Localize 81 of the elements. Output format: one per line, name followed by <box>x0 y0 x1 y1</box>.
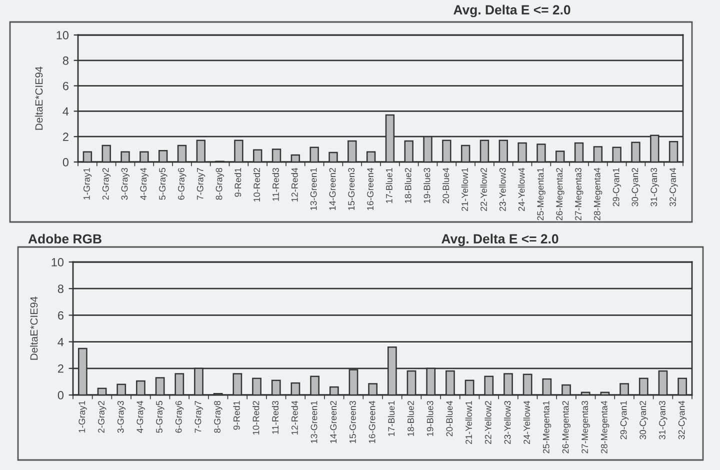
x-tick-label: 25-Megenta1 <box>537 168 546 220</box>
y-tick-label: 4 <box>62 107 69 116</box>
x-tick-label: 23-Yellow3 <box>499 168 506 211</box>
x-tick-label: 24-Yellow4 <box>518 168 525 211</box>
x-tick-label: 23-Yellow3 <box>504 400 511 444</box>
x-tick-label: 2-Gray2 <box>98 401 106 433</box>
x-tick-label: 19-Blue3 <box>424 168 430 203</box>
y-tick-label: 8 <box>58 284 64 293</box>
x-tick-label: 24-Yellow4 <box>523 400 530 444</box>
y-axis-title: DeltaE*CIE94 <box>35 66 43 130</box>
x-tick-label: 10-Red2 <box>252 401 260 434</box>
y-tick-label: 2 <box>63 132 68 141</box>
y-tick-label: 8 <box>62 56 68 65</box>
x-tick-label: 3-Gray3 <box>117 400 126 433</box>
x-tick-label: 5-Gray5 <box>156 400 164 433</box>
x-tick-label: 27-Megenta3 <box>575 168 584 220</box>
x-tick-label: 7-Gray7 <box>194 401 203 433</box>
x-tick-label: 11-Red3 <box>272 400 279 434</box>
x-tick-label: 2-Gray2 <box>102 168 111 200</box>
x-tick-label: 30-Cyan2 <box>640 401 648 440</box>
x-tick-label: 21-Yellow1 <box>461 168 468 211</box>
x-tick-label: 31-Cyan3 <box>650 168 659 206</box>
x-tick-label: 31-Cyan3 <box>659 400 668 440</box>
y-tick-label: 0 <box>58 391 64 400</box>
x-tick-label: 1-Gray1 <box>83 168 92 200</box>
y-tick-label: 10 <box>52 258 64 266</box>
x-tick-label: 6-Gray6 <box>175 400 184 433</box>
x-tick-label: 28-Megenta4 <box>594 168 602 220</box>
x-tick-label: 7-Gray7 <box>196 168 206 200</box>
x-tick-label: 15-Green3 <box>350 400 356 444</box>
x-tick-label: 3-Gray3 <box>121 168 130 200</box>
x-tick-label: 4-Gray4 <box>136 400 145 433</box>
x-tick-label: 9-Red1 <box>234 168 242 197</box>
x-tick-label: 17-Blue1 <box>386 168 392 203</box>
x-tick-label: 32-Cyan4 <box>670 168 678 206</box>
x-tick-label: 25-Megenta1 <box>542 400 552 454</box>
x-tick-label: 32-Cyan4 <box>678 400 687 440</box>
x-tick-label: 22-Yellow2 <box>480 168 487 211</box>
y-tick-label: 0 <box>62 158 69 166</box>
x-tick-label: 21-Yellow1 <box>465 400 472 444</box>
chart-subtitle: Avg. Delta E <= 2.0 <box>442 234 558 246</box>
x-tick-label: 12-Red4 <box>291 400 298 434</box>
y-tick-label: 6 <box>63 82 68 90</box>
x-tick-label: 19-Blue3 <box>426 400 434 436</box>
x-tick-label: 18-Blue2 <box>404 168 412 203</box>
x-tick-label: 22-Yellow2 <box>484 401 492 444</box>
x-tick-label: 27-Megenta3 <box>582 400 590 454</box>
x-tick-label: 30-Cyan2 <box>632 168 640 206</box>
y-tick-label: 2 <box>58 364 64 373</box>
x-tick-label: 10-Red2 <box>253 168 260 202</box>
x-tick-label: 14-Green2 <box>329 168 336 210</box>
y-tick-label: 6 <box>58 311 64 320</box>
x-tick-label: 12-Red4 <box>291 168 298 202</box>
x-tick-label: 1-Gray1 <box>78 400 87 432</box>
x-tick-label: 18-Blue2 <box>407 401 414 436</box>
x-tick-label: 8-Gray8 <box>216 168 224 200</box>
x-tick-label: 26-Megenta2 <box>556 168 564 220</box>
x-tick-label: 15-Green3 <box>348 168 355 210</box>
x-tick-label: 28-Megenta4 <box>600 400 610 454</box>
x-tick-label: 20-Blue4 <box>446 400 453 436</box>
chart-subtitle: Avg. Delta E <= 2.0 <box>454 4 570 18</box>
x-tick-label: 13-Green1 <box>310 168 317 210</box>
y-tick-label: 4 <box>58 338 64 346</box>
y-tick-label: 10 <box>56 31 69 40</box>
x-tick-label: 14-Green2 <box>330 401 337 444</box>
y-axis-title: DeltaE*CIE94 <box>30 296 38 360</box>
x-tick-label: 20-Blue4 <box>442 168 450 204</box>
x-tick-label: 16-Green4 <box>367 168 374 210</box>
x-tick-label: 4-Gray4 <box>140 168 148 200</box>
x-tick-label: 6-Gray6 <box>178 168 186 200</box>
x-tick-label: 16-Green4 <box>368 400 376 444</box>
chart-title: Adobe RGB <box>28 234 102 244</box>
x-tick-label: 26-Megenta2 <box>562 401 570 454</box>
x-tick-label: 5-Gray5 <box>159 168 168 200</box>
x-tick-label: 8-Gray8 <box>214 400 222 433</box>
x-tick-label: 17-Blue1 <box>388 400 395 436</box>
x-tick-label: 11-Red3 <box>272 168 279 201</box>
x-tick-label: 13-Green1 <box>310 400 318 444</box>
x-tick-label: 9-Red1 <box>233 400 240 430</box>
x-tick-label: 29-Cyan1 <box>612 168 622 206</box>
x-tick-label: 29-Cyan1 <box>620 400 629 440</box>
